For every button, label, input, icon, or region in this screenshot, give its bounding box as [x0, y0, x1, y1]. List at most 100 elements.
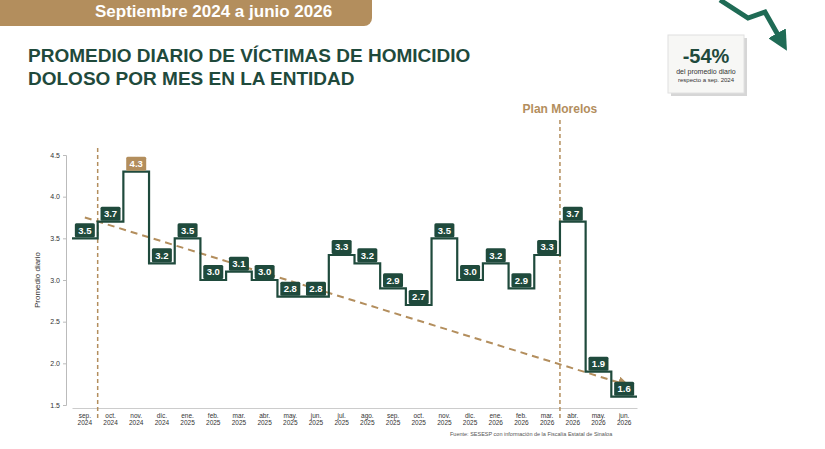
callout-headline: -54% — [683, 45, 730, 67]
x-tick: sep.2025 — [386, 408, 401, 426]
data-label: 3.5 — [438, 225, 452, 236]
x-tick-label: mar.2025 — [232, 412, 247, 426]
title-line: PROMEDIO DIARIO DE VÍCTIMAS DE HOMICIDIO — [28, 45, 470, 66]
data-label: 3.3 — [335, 241, 348, 252]
x-tick: mar.2026 — [540, 408, 555, 426]
y-tick-mark — [63, 280, 66, 281]
x-tick-label: sep.2025 — [386, 412, 401, 426]
data-label-box — [409, 290, 429, 304]
x-tick: mar.2025 — [232, 408, 247, 426]
data-label-group: 3.7 — [101, 207, 121, 221]
y-tick-mark — [63, 238, 66, 239]
x-tick-label: jul.2025 — [334, 412, 349, 426]
data-label: 3.0 — [207, 266, 220, 277]
step-line — [72, 172, 637, 397]
x-tick-label: sep.2024 — [78, 412, 93, 426]
x-tick: ago.2025 — [360, 408, 375, 426]
x-tick: jul.2025 — [334, 408, 349, 426]
data-label-box — [178, 223, 198, 237]
data-label: 3.0 — [463, 266, 476, 277]
data-label-box — [126, 157, 146, 171]
x-tick-label: oct.2025 — [411, 412, 426, 426]
y-tick: 4.5 — [50, 152, 66, 159]
data-label-box — [588, 357, 608, 371]
reference-label: Plan Morelos — [523, 102, 598, 116]
x-tick: ene.2025 — [180, 408, 195, 426]
data-label-box — [203, 265, 223, 279]
x-tick: ene.2026 — [489, 408, 504, 426]
title: PROMEDIO DIARIO DE VÍCTIMAS DE HOMICIDIO… — [28, 45, 470, 89]
data-label-group: 3.5 — [75, 223, 95, 237]
data-label-group: 2.8 — [280, 282, 300, 296]
data-label: 2.9 — [515, 275, 528, 286]
data-label: 3.5 — [181, 225, 195, 236]
data-label: 3.3 — [541, 241, 554, 252]
data-label-group: 3.7 — [563, 207, 583, 221]
x-tick-label: jun.2026 — [617, 412, 632, 426]
x-tick-label: ene.2025 — [180, 412, 195, 426]
data-label-box — [332, 240, 352, 254]
x-tick-label: nov.2025 — [437, 412, 452, 426]
data-label-group: 3.5 — [178, 223, 198, 237]
x-tick-label: ago.2025 — [360, 412, 375, 426]
data-label-box — [280, 282, 300, 296]
data-label-box — [614, 382, 634, 396]
x-tick: oct.2024 — [103, 408, 118, 426]
x-tick-label: oct.2024 — [103, 412, 118, 426]
reference-line — [559, 120, 561, 420]
data-label-box — [511, 273, 531, 287]
x-tick-label: feb.2025 — [206, 412, 221, 426]
data-label: 1.9 — [592, 358, 605, 369]
data-label: 3.1 — [232, 258, 246, 269]
data-label: 3.5 — [78, 225, 92, 236]
x-tick-label: ene.2026 — [489, 412, 504, 426]
data-label-box — [75, 223, 95, 237]
x-tick: jun.2025 — [309, 408, 324, 426]
data-label-group: 2.7 — [409, 290, 429, 304]
y-tick-label: 2.0 — [50, 360, 60, 367]
y-tick-mark — [63, 155, 66, 156]
x-tick: may.2026 — [591, 408, 606, 426]
x-tick: sep.2024 — [78, 408, 93, 426]
data-label-box — [101, 207, 121, 221]
x-tick: nov.2024 — [129, 408, 144, 426]
data-label-group: 3.5 — [434, 223, 454, 237]
data-label: 4.3 — [130, 158, 143, 169]
y-tick-label: 3.0 — [50, 277, 60, 284]
data-label-box — [152, 248, 172, 262]
y-tick-label: 3.5 — [50, 235, 60, 242]
y-tick: 1.5 — [50, 402, 66, 409]
data-label-group: 4.3 — [126, 157, 146, 171]
x-tick: abr.2025 — [257, 408, 272, 426]
x-tick: dic.2025 — [463, 408, 478, 426]
data-label-group: 2.9 — [511, 273, 531, 287]
y-tick-mark — [63, 405, 66, 406]
data-label: 3.2 — [489, 250, 502, 261]
x-tick-label: mar.2026 — [540, 412, 555, 426]
x-tick-label: feb.2026 — [514, 412, 529, 426]
x-tick-label: nov.2024 — [129, 412, 144, 426]
x-axis-line — [73, 408, 638, 409]
data-label-group: 3.1 — [229, 257, 249, 271]
y-tick: 2.0 — [50, 360, 66, 367]
data-label-group: 3.2 — [357, 248, 377, 262]
y-tick: 3.0 — [50, 277, 66, 284]
callout-line: respecto a sep. 2024 — [678, 77, 735, 83]
data-label: 3.2 — [155, 250, 168, 261]
x-tick: jun.2026 — [617, 408, 632, 426]
data-label: 3.2 — [361, 250, 374, 261]
data-label-box — [486, 248, 506, 262]
data-label-group: 3.2 — [152, 248, 172, 262]
data-label: 2.8 — [284, 283, 297, 294]
y-tick: 2.5 — [50, 318, 66, 325]
x-tick: dic.2024 — [155, 408, 170, 426]
y-tick: 4.0 — [50, 193, 66, 200]
x-tick-label: dic.2025 — [463, 412, 478, 426]
data-label: 1.6 — [618, 383, 631, 394]
x-tick-label: abr.2025 — [257, 412, 272, 426]
data-label-group: 1.6 — [614, 382, 634, 396]
data-label: 2.8 — [309, 283, 322, 294]
x-tick-label: may.2025 — [283, 412, 298, 426]
x-tick: nov.2025 — [437, 408, 452, 426]
data-label-box — [229, 257, 249, 271]
